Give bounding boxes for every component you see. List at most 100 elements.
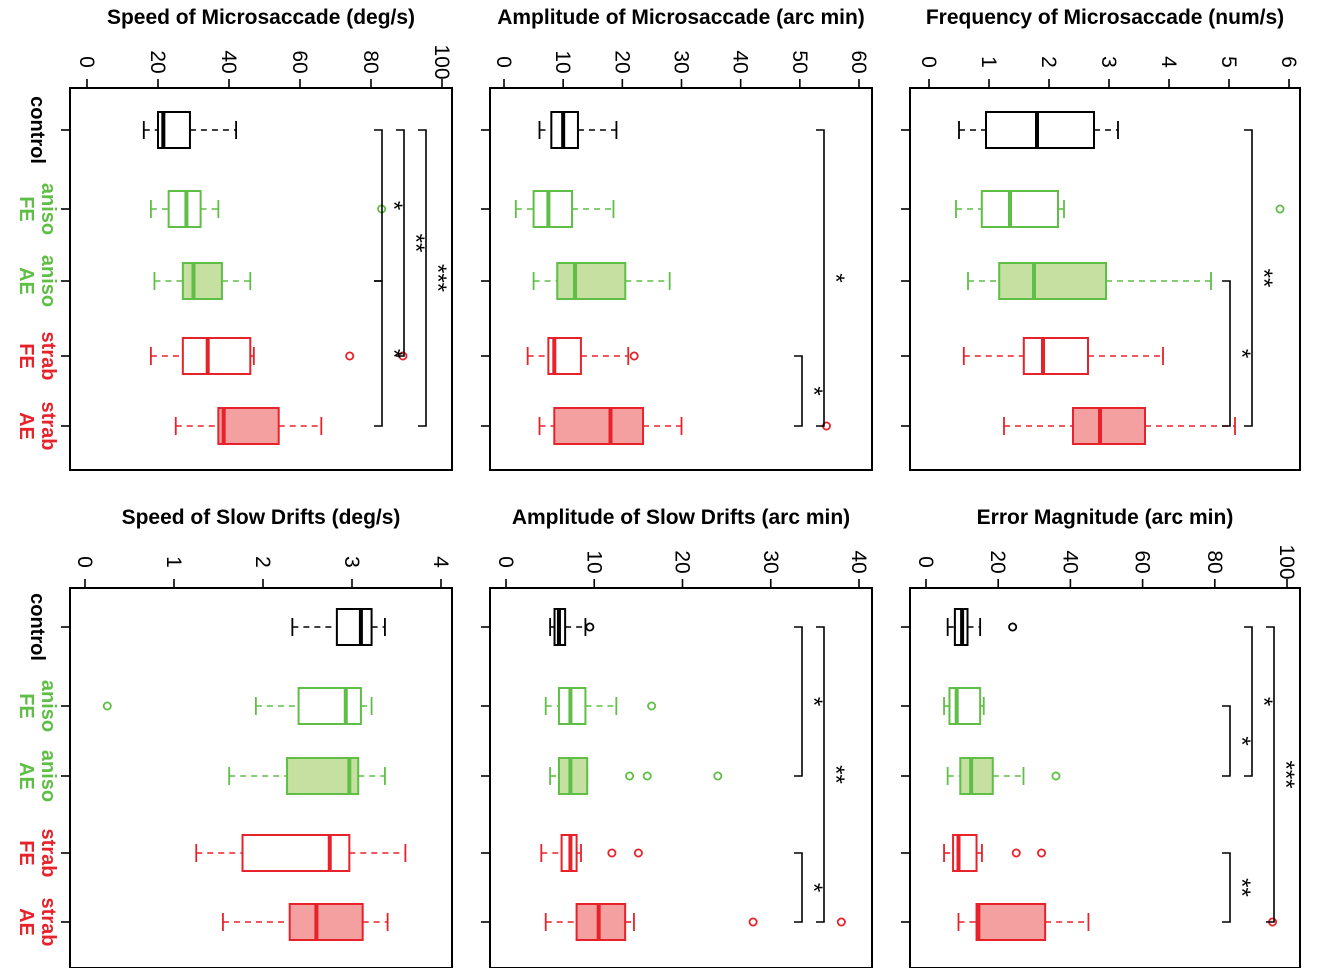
tick-label: 40 (1058, 550, 1081, 573)
tick-label: 20 (146, 50, 169, 73)
tick-label: 40 (847, 550, 870, 573)
tick-label: 20 (986, 550, 1009, 573)
significance-label: * (822, 273, 849, 282)
box-strab_fe (195, 834, 407, 872)
bracket-line (418, 129, 427, 427)
plot-frame (909, 87, 1301, 471)
tick-label: 60 (1131, 550, 1154, 573)
tick-label: 60 (847, 50, 870, 73)
outlier-point (633, 848, 643, 858)
iqr-box (556, 262, 627, 300)
tick-label: 80 (1203, 550, 1226, 573)
tick-label: 0 (492, 56, 515, 68)
significance-bracket: * (794, 355, 827, 427)
tick-label: 3 (340, 556, 363, 568)
tick-label: 30 (759, 550, 782, 573)
iqr-box (288, 903, 364, 941)
outlier-point (1275, 204, 1285, 214)
outlier-point (1008, 622, 1018, 632)
tick-label: 30 (670, 50, 693, 73)
tick-label: 40 (217, 50, 240, 73)
significance-bracket: * (1222, 280, 1255, 427)
box-aniso_fe (544, 687, 657, 725)
box-aniso_ae (153, 262, 252, 300)
tick-label: 0 (73, 556, 96, 568)
panel-title: Speed of Slow Drifts (deg/s) (122, 506, 401, 529)
tick-label: 6 (1277, 56, 1300, 68)
significance-label: *** (424, 264, 451, 292)
box-strab_fe (149, 337, 408, 375)
tick-label: 100 (1275, 544, 1298, 579)
outlier-point (748, 917, 758, 927)
tick-label: 2 (251, 556, 274, 568)
significance-label: ** (1250, 269, 1277, 288)
significance-bracket: ** (396, 129, 429, 357)
iqr-box (959, 757, 994, 795)
outlier-point (1051, 771, 1061, 781)
tick-label: 1 (977, 56, 1000, 68)
tick-label: 40 (729, 50, 752, 73)
outlier-point (102, 701, 112, 711)
group-label-strab_fe: strabFE (15, 829, 59, 878)
iqr-box (1022, 337, 1089, 375)
tick-label: 10 (551, 50, 574, 73)
tick-label: 100 (430, 44, 453, 79)
box-strab_fe (943, 834, 1047, 872)
outlier-point (607, 848, 617, 858)
significance-label: * (1228, 349, 1255, 358)
significance-label: * (380, 201, 407, 210)
plot-frame (489, 587, 873, 968)
bracket-line (794, 626, 803, 777)
outlier-point (629, 351, 639, 361)
box-aniso_ae (549, 757, 723, 795)
box-aniso_ae (228, 757, 386, 795)
box-aniso_fe (102, 687, 373, 725)
panel-title: Speed of Microsaccade (deg/s) (107, 6, 415, 29)
significance-label: * (1250, 697, 1277, 706)
panel-3: Frequency of Microsaccade (num/s) 0 1 2 3 4 5 6… (901, 6, 1301, 471)
bracket-line (1244, 626, 1253, 777)
group-label-aniso_ae: anisoAE (15, 255, 59, 307)
panel-4: Speed of Slow Drifts (deg/s) 0 1 2 3 4 (61, 506, 453, 968)
box-aniso_fe (955, 190, 1285, 228)
group-label-strab_ae: strabAE (15, 898, 59, 947)
iqr-box (286, 757, 360, 795)
iqr-box (980, 190, 1059, 228)
significance-bracket: * (1222, 705, 1255, 777)
significance-label: * (1228, 736, 1255, 745)
bracket-line (374, 280, 383, 427)
tick-label: 2 (1037, 56, 1060, 68)
significance-label: *** (1272, 760, 1299, 788)
bracket-line (816, 626, 825, 923)
panel-2: Amplitude of Microsaccade (arc min) 0 10 20… (481, 6, 873, 471)
iqr-box (557, 757, 589, 795)
box-control (946, 608, 1018, 646)
iqr-box (181, 262, 223, 300)
box-aniso_ae (946, 757, 1061, 795)
significance-label: * (800, 386, 827, 395)
iqr-box (998, 262, 1108, 300)
significance-label: * (800, 697, 827, 706)
box-control (549, 608, 595, 646)
box-strab_fe (962, 337, 1164, 375)
tick-label: 0 (75, 56, 98, 68)
tick-label: 50 (788, 50, 811, 73)
outlier-point (642, 771, 652, 781)
tick-label: 5 (1217, 56, 1240, 68)
iqr-box (1072, 407, 1146, 445)
box-strab_ae (957, 903, 1278, 941)
bracket-line (794, 355, 803, 427)
tick-label: 4 (429, 556, 452, 568)
plot-frame (69, 587, 453, 968)
group-label-control: control (26, 593, 48, 661)
bracket-line (1222, 705, 1231, 777)
panel-1: Speed of Microsaccade (deg/s) 0 20 40 60 80 10… (61, 6, 453, 471)
iqr-box (985, 111, 1095, 149)
box-strab_ae (544, 903, 846, 941)
panel-title: Frequency of Microsaccade (num/s) (926, 6, 1284, 29)
box-control (142, 111, 238, 149)
box-control (958, 111, 1119, 149)
plot-frame (909, 587, 1301, 968)
panel-title: Amplitude of Slow Drifts (arc min) (512, 506, 850, 529)
